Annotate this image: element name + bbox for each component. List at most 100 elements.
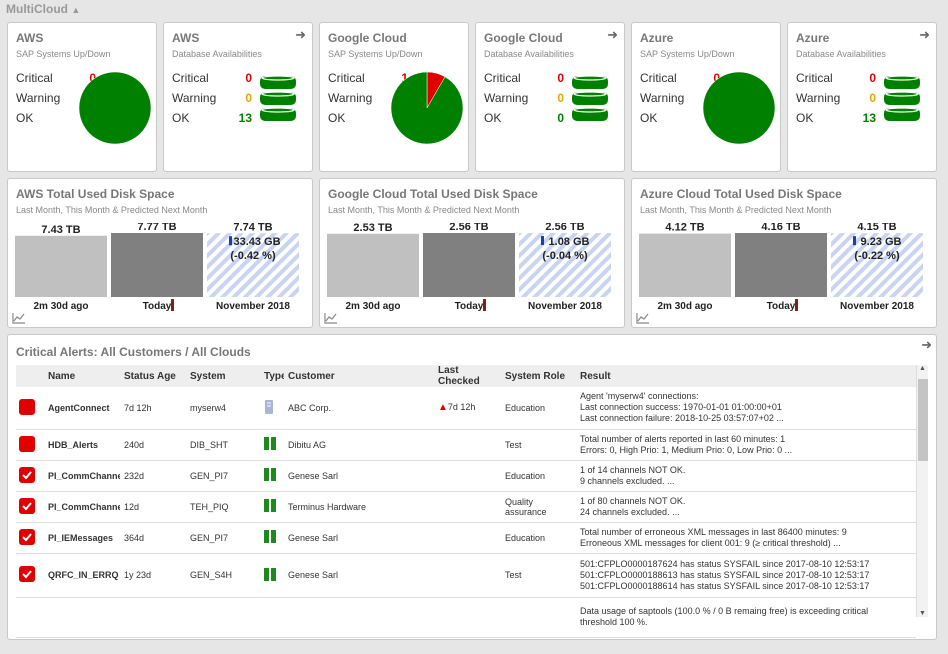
stat-label: OK xyxy=(16,111,34,125)
table-row[interactable]: PI_CommChannels 232d GEN_PI7 Genese Sarl… xyxy=(16,460,916,492)
col-header[interactable]: Status Age xyxy=(120,365,186,387)
table-row[interactable]: AgentConnect 7d 12h myserw4 ABC Corp. ▲7… xyxy=(16,387,916,430)
disk-bar[interactable] xyxy=(519,233,611,297)
system-role xyxy=(501,597,576,638)
stat-label: Warning xyxy=(172,91,217,105)
alert-name[interactable]: HDB_Alerts xyxy=(44,429,120,461)
disk-bar[interactable] xyxy=(207,233,299,297)
bar-value-label: 2.56 TB xyxy=(545,223,584,233)
tile-title: Google Cloud xyxy=(328,31,407,45)
status-cell[interactable] xyxy=(16,429,44,461)
stat-label: Warning xyxy=(16,91,61,105)
trend-chart-icon[interactable] xyxy=(636,312,650,324)
status-cell[interactable] xyxy=(16,597,44,638)
status-cell[interactable] xyxy=(16,491,44,523)
checked-status-icon[interactable] xyxy=(19,528,35,545)
table-row[interactable]: QRFC_IN_ERRQ 1y 23d GEN_S4H Genese Sarl … xyxy=(16,553,916,598)
col-header[interactable]: System Role xyxy=(501,365,576,387)
type-cell xyxy=(262,429,284,461)
bar-value-label: 2.56 TB xyxy=(449,223,488,233)
trend-chart-icon[interactable] xyxy=(324,312,338,324)
status-cell[interactable] xyxy=(16,522,44,554)
status-cell[interactable] xyxy=(16,553,44,598)
alert-name[interactable] xyxy=(44,597,120,638)
system-role: Test xyxy=(501,429,576,461)
table-row[interactable]: Data usage of saptools (100.0 % / 0 B re… xyxy=(16,597,916,638)
stat-row: OK 13 xyxy=(796,111,876,131)
decrease-arrow-icon xyxy=(229,236,232,246)
col-header[interactable]: Result xyxy=(576,365,916,387)
disk-bar[interactable] xyxy=(423,233,515,297)
bar-value-label: 7.77 TB xyxy=(137,223,176,233)
disk-space-card[interactable]: Google Cloud Total Used Disk Space Last … xyxy=(319,178,625,328)
critical-status-icon[interactable] xyxy=(19,398,35,415)
tile-subtitle: Database Availabilities xyxy=(484,49,574,59)
arrow-right-icon[interactable]: ➜ xyxy=(607,27,618,42)
disk-bar[interactable] xyxy=(327,233,419,297)
status-cell[interactable] xyxy=(16,387,44,430)
checked-status-icon[interactable] xyxy=(19,497,35,514)
tile-title: Azure xyxy=(796,31,830,45)
disk-bar[interactable] xyxy=(735,233,827,297)
trend-chart-icon[interactable] xyxy=(12,312,26,324)
status-cell[interactable] xyxy=(16,460,44,492)
alert-name[interactable]: PI_CommChannels xyxy=(44,460,120,492)
stat-row: OK 0 xyxy=(484,111,564,131)
alert-name[interactable]: AgentConnect xyxy=(44,387,120,430)
status-tile[interactable]: Google Cloud Database Availabilities ➜ C… xyxy=(475,22,625,172)
bar-value-label: 7.43 TB xyxy=(41,224,80,236)
disk-bar[interactable] xyxy=(111,233,203,297)
status-pie-chart xyxy=(390,71,464,145)
disk-space-card[interactable]: AWS Total Used Disk Space Last Month, Th… xyxy=(7,178,313,328)
col-header[interactable]: Name xyxy=(44,365,120,387)
critical-status-icon[interactable] xyxy=(19,435,35,452)
customer: Terminus Hardware xyxy=(284,491,434,523)
predicted-pct: (-0.42 %) xyxy=(230,250,276,262)
arrow-right-icon[interactable]: ➜ xyxy=(921,337,932,352)
stat-label: Critical xyxy=(640,71,677,85)
scroll-down-icon[interactable]: ▼ xyxy=(919,610,926,617)
alert-name[interactable]: PI_CommChannels xyxy=(44,491,120,523)
scroll-thumb[interactable] xyxy=(918,379,928,461)
alert-name[interactable]: PI_IEMessages xyxy=(44,522,120,554)
col-header[interactable]: Type xyxy=(262,365,284,387)
status-tile[interactable]: Azure SAP Systems Up/Down Critical 0 War… xyxy=(631,22,781,172)
bar-x-label: 2m 30d ago xyxy=(657,301,712,312)
col-header[interactable]: System xyxy=(186,365,262,387)
customer: Genese Sarl xyxy=(284,553,434,598)
disk-bar[interactable] xyxy=(831,233,923,297)
type-cell xyxy=(262,597,284,638)
result-text: 501:CFPLO0000187624 has status SYSFAIL s… xyxy=(576,553,916,598)
predicted-delta: 1.08 GB xyxy=(549,236,590,248)
disk-space-card[interactable]: Azure Cloud Total Used Disk Space Last M… xyxy=(631,178,937,328)
predicted-pct: (-0.04 %) xyxy=(542,250,588,262)
status-tile[interactable]: Azure Database Availabilities ➜ Critical… xyxy=(787,22,937,172)
disk-bar[interactable] xyxy=(15,235,107,297)
last-checked: 7d 12h xyxy=(447,402,476,413)
scroll-up-icon[interactable]: ▲ xyxy=(919,365,926,372)
bar-x-label: November 2018 xyxy=(528,301,602,312)
col-header[interactable]: Last Checked xyxy=(434,365,501,387)
page-title[interactable]: MultiCloud ▲ xyxy=(6,2,81,16)
status-tile[interactable]: AWS Database Availabilities ➜ Critical 0… xyxy=(163,22,313,172)
status-age: 12d xyxy=(120,491,186,523)
table-row[interactable]: HDB_Alerts 240d DIB_SHT Dibitu AG Test T… xyxy=(16,429,916,461)
stat-label: Critical xyxy=(796,71,833,85)
bar-value-label: 4.16 TB xyxy=(761,223,800,233)
status-tile[interactable]: Google Cloud SAP Systems Up/Down Critica… xyxy=(319,22,469,172)
alert-name[interactable]: QRFC_IN_ERRQ xyxy=(44,553,120,598)
collapse-icon[interactable]: ▲ xyxy=(71,5,81,15)
status-tile[interactable]: AWS SAP Systems Up/Down Critical 0 Warni… xyxy=(7,22,157,172)
table-row[interactable]: PI_IEMessages 364d GEN_PI7 Genese Sarl E… xyxy=(16,522,916,554)
table-row[interactable]: PI_CommChannels 12d TEH_PIQ Terminus Har… xyxy=(16,491,916,523)
vertical-scrollbar[interactable]: ▲ ▼ xyxy=(916,365,928,617)
arrow-right-icon[interactable]: ➜ xyxy=(919,27,930,42)
result-text: Total number of erroneous XML messages i… xyxy=(576,522,916,554)
disk-bar[interactable] xyxy=(639,233,731,297)
checked-status-icon[interactable] xyxy=(19,566,35,582)
checked-status-icon[interactable] xyxy=(19,466,35,483)
col-header[interactable]: Customer xyxy=(284,365,434,387)
result-text: Data usage of saptools (100.0 % / 0 B re… xyxy=(576,597,916,638)
arrow-right-icon[interactable]: ➜ xyxy=(295,27,306,42)
bar-x-label: November 2018 xyxy=(216,301,290,312)
